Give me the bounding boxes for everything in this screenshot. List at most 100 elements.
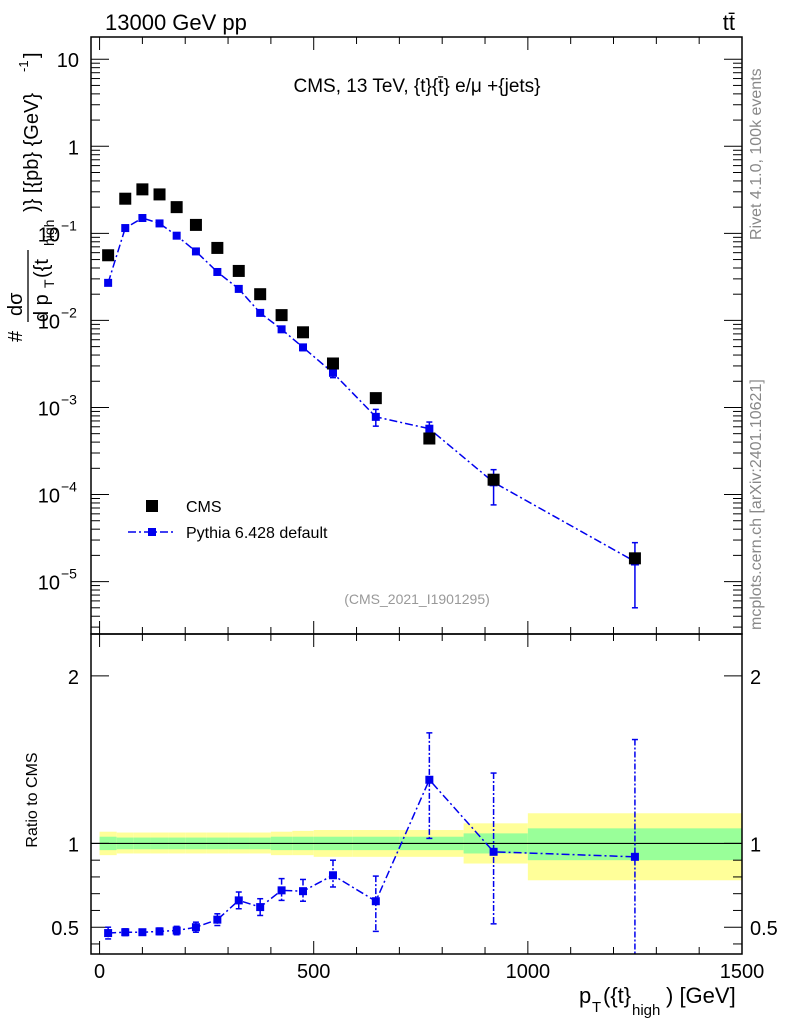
- ratio-y-tick-label-right: 1: [750, 834, 761, 856]
- y-tick-label-base: 10: [38, 311, 60, 333]
- pythia-point: [172, 231, 181, 240]
- ylabel-den-sub: T: [41, 279, 57, 288]
- ratio-point: [121, 928, 130, 937]
- pythia-point: [213, 267, 222, 276]
- ylabel-tail: )} [{pb} {GeV}: [21, 93, 43, 212]
- ratio-point: [155, 927, 164, 936]
- cms-point: [102, 249, 115, 262]
- cms-point: [628, 552, 641, 565]
- cms-point: [170, 201, 183, 214]
- legend-pythia-label: Pythia 6.428 default: [186, 525, 328, 542]
- ratio-panel: 0 500 1000 1500 0.5 0.5 1 1 2 2 Ratio to CMS p T …: [24, 633, 778, 1019]
- ylabel-hash: #: [5, 330, 27, 342]
- cms-point: [211, 241, 224, 254]
- legend: CMS Pythia 6.428 default: [128, 499, 328, 542]
- cms-point: [487, 473, 500, 486]
- pythia-point: [121, 224, 130, 233]
- ratio-point: [234, 896, 243, 905]
- y-tick-label-exponent: −5: [61, 566, 77, 582]
- pythia-point: [138, 214, 147, 223]
- ylabel-den-arg-sub: high: [41, 220, 57, 246]
- analysis-label: (CMS_2021_I1901295): [344, 591, 490, 607]
- ratio-point: [138, 928, 147, 937]
- cms-point: [232, 264, 245, 277]
- ratio-point: [213, 915, 222, 924]
- pythia-point: [155, 219, 164, 228]
- cms-point: [326, 357, 339, 370]
- legend-pythia-marker: [148, 528, 156, 536]
- ratio-point: [256, 903, 265, 912]
- y-tick-label-base: 10: [38, 224, 60, 246]
- x-tick-label: 1500: [720, 961, 765, 983]
- main-frame: [90, 36, 743, 635]
- ratio-point: [489, 847, 498, 856]
- pythia-point: [256, 308, 265, 317]
- y-tick-label-exponent: −3: [61, 391, 77, 407]
- y-tick-label-exponent: −2: [61, 304, 77, 320]
- rivet-version-label: Rivet 4.1.0, 100k events: [748, 68, 765, 240]
- xlabel-main: p: [579, 983, 591, 1008]
- ylabel-tail-end: ]: [21, 52, 43, 58]
- ratio-y-tick-label: 1: [68, 834, 79, 856]
- legend-cms-label: CMS: [186, 499, 222, 516]
- cms-point: [119, 192, 132, 205]
- y-tick-label-base: 10: [38, 486, 60, 508]
- main-title: CMS, 13 TeV, {t}{t̄} e/μ +{jets}: [293, 76, 540, 97]
- ratio-point: [104, 929, 113, 938]
- y-tick-label: 1: [68, 137, 79, 159]
- ratio-point: [172, 926, 181, 935]
- ratio-point: [299, 887, 308, 896]
- ratio-point: [371, 897, 380, 906]
- x-tick-label: 0: [94, 961, 105, 983]
- ratio-y-tick-label: 0.5: [51, 918, 79, 940]
- x-tick-label: 1000: [506, 961, 551, 983]
- xlabel-arg-sub: high: [632, 1002, 660, 1019]
- ratio-y-tick-label-right: 0.5: [750, 918, 778, 940]
- ratio-point: [328, 871, 337, 880]
- process-label: tt̄: [723, 10, 735, 35]
- cms-point: [369, 392, 382, 405]
- cms-point: [136, 183, 149, 196]
- beam-label: 13000 GeV pp: [105, 10, 247, 35]
- pythia-point: [425, 424, 434, 433]
- ratio-xlabel: p T ({t} high ) [GeV]: [579, 983, 736, 1019]
- ratio-y-tick-label: 2: [68, 667, 79, 689]
- main-ylabel: # dσ d p T ({t high )} [{pb} {GeV} -1 ]: [5, 52, 57, 342]
- pythia-point: [328, 368, 337, 377]
- cms-point: [153, 188, 166, 201]
- y-tick-label: 10: [57, 50, 79, 72]
- ratio-point: [277, 886, 286, 895]
- ratio-point: [425, 775, 434, 784]
- pythia-point: [234, 284, 243, 293]
- ratio-y-tick-label-right: 2: [750, 667, 761, 689]
- xlabel-arg: ({t}: [603, 983, 631, 1008]
- ylabel-denominator: d p: [31, 294, 53, 322]
- ylabel-numerator: dσ: [5, 292, 27, 316]
- xlabel-sub: T: [592, 999, 601, 1016]
- y-tick-label-base: 10: [38, 398, 60, 420]
- y-tick-label-exponent: −1: [61, 217, 77, 233]
- ratio-point: [630, 852, 639, 861]
- pythia-point: [104, 278, 113, 287]
- ratio-point: [191, 923, 200, 932]
- y-tick-label-exponent: −4: [61, 479, 77, 495]
- cms-point: [275, 309, 288, 322]
- ratio-frame: [90, 633, 743, 955]
- pythia-point: [299, 343, 308, 352]
- cms-point: [297, 326, 310, 339]
- pythia-point: [371, 412, 380, 421]
- legend-cms-marker: [146, 500, 158, 512]
- ylabel-tail-sup: -1: [16, 60, 31, 72]
- ratio-ylabel: Ratio to CMS: [24, 752, 41, 847]
- x-tick-label: 500: [297, 961, 330, 983]
- pythia-point: [191, 247, 200, 256]
- mcplots-label: mcplots.cern.ch [arXiv:2401.10621]: [748, 379, 765, 630]
- cms-point: [423, 432, 436, 445]
- y-tick-label-base: 10: [38, 573, 60, 595]
- xlabel-tail: ) [GeV]: [666, 983, 736, 1008]
- cms-point: [189, 218, 202, 231]
- pythia-point: [277, 325, 286, 334]
- ratio-pythia-line: [108, 778, 635, 934]
